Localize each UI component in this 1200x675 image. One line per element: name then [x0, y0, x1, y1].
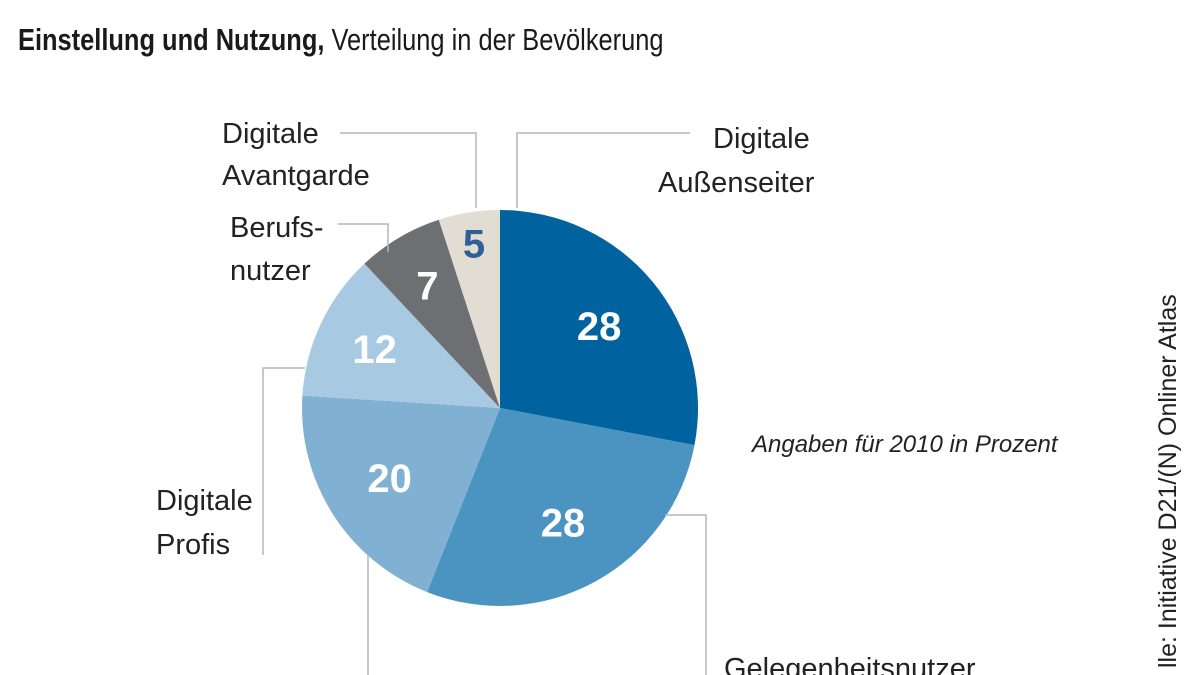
leader-line-gelegenheitsnutzer	[665, 514, 707, 675]
pie-value-label: 28	[577, 305, 622, 349]
pie-value-labels: 28 28 20 12 75	[352, 223, 621, 546]
pie-value-label: 28	[541, 502, 586, 546]
leader-line-profis	[262, 367, 305, 555]
chart-source: lle: Initiative D21/(N) Onliner Atlas	[1154, 294, 1182, 668]
pie-value-label: 12	[352, 328, 397, 372]
pie-slice	[301, 395, 500, 593]
label-avantgarde-2: Avantgarde	[222, 160, 370, 192]
label-profis-2: Profis	[156, 529, 230, 561]
label-gelegenheitsnutzer: Gelegenheitsnutzer	[724, 653, 976, 675]
label-aussenseiter-1: Digitale	[713, 123, 810, 155]
leader-line-aussenseiter	[516, 132, 690, 208]
pie-slice	[302, 263, 500, 408]
chart-subtitle: Einstellung und Nutzung, Verteilung in d…	[18, 22, 664, 58]
pie-slice	[438, 210, 500, 408]
pie-value-label: 7	[416, 264, 438, 308]
leader-line-avantgarde	[340, 132, 477, 208]
subtitle-rest: Verteilung in der Bevölkerung	[324, 22, 664, 57]
pie-slice	[500, 210, 699, 446]
pie-slices	[301, 210, 699, 607]
pie-slice	[427, 408, 695, 607]
label-avantgarde-1: Digitale	[222, 118, 319, 150]
label-aussenseiter-2: Außenseiter	[658, 167, 815, 199]
label-berufsnutzer-1: Berufs-	[230, 212, 323, 244]
label-profis-1: Digitale	[156, 485, 253, 517]
pie-value-label: 20	[367, 457, 412, 501]
label-berufsnutzer-2: nutzer	[230, 255, 311, 287]
pie-value-label: 5	[463, 223, 485, 267]
subtitle-bold: Einstellung und Nutzung,	[18, 22, 325, 57]
leader-line-berufsnutzer	[338, 223, 389, 252]
chart-note: Angaben für 2010 in Prozent	[750, 431, 1059, 458]
pie-slice	[364, 219, 500, 408]
